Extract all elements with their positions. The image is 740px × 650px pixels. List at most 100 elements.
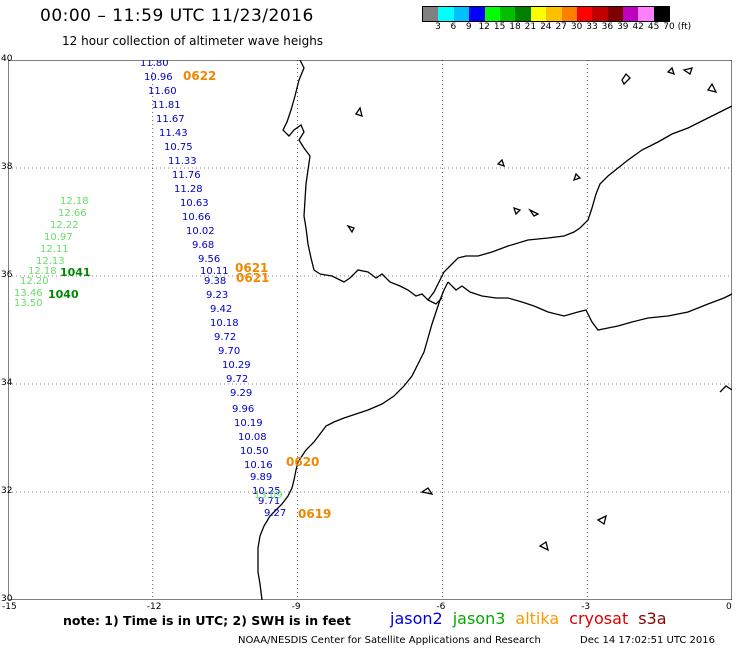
jason2-swh-value: 10.29 xyxy=(222,360,251,371)
jason2-swh-value: 11.33 xyxy=(168,156,197,167)
map-subtitle: 12 hour collection of altimeter wave hei… xyxy=(62,34,324,48)
jason2-swh-value: 9.23 xyxy=(206,290,228,301)
color-scale-labels: 3 6 9 12 15 18 21 24 27 30 33 36 39 42 45 70 (ft) xyxy=(422,22,740,36)
legend-swatch xyxy=(453,7,470,21)
jason2-swh-value: 9.68 xyxy=(192,240,214,251)
legend-swatch xyxy=(638,7,654,21)
jason3-swh-value: 13.46 xyxy=(14,288,43,299)
jason2-swh-value: 11.76 xyxy=(172,170,201,181)
altika-pass-time: 0622 xyxy=(183,69,216,83)
legend-label: 33 xyxy=(586,22,598,32)
latitude-label: 34 xyxy=(1,378,13,388)
legend-swatch xyxy=(515,7,531,21)
legend-swatch xyxy=(484,7,500,21)
jason2-swh-value: 11.43 xyxy=(159,128,188,139)
legend-label: 18 xyxy=(509,22,521,32)
longitude-label: -12 xyxy=(146,602,162,612)
jason2-swh-value: 10.08 xyxy=(238,432,267,443)
coastline xyxy=(257,60,732,600)
legend-swatch xyxy=(499,7,516,21)
jason2-swh-value: 11.28 xyxy=(174,184,203,195)
legend-label: 15 xyxy=(493,22,506,32)
legend-label: (ft) xyxy=(677,22,692,32)
jason2-swh-value: 10.18 xyxy=(210,318,239,329)
altika-pass-time: 0621 xyxy=(235,261,268,275)
legend-swatch xyxy=(423,7,439,21)
jason2-swh-value: 11.60 xyxy=(148,86,177,97)
credit-line: NOAA/NESDIS Center for Satellite Applica… xyxy=(238,635,541,646)
legend-label: 70 xyxy=(663,22,675,32)
map-title: 00:00 – 11:59 UTC 11/23/2016 xyxy=(40,6,314,26)
jason2-swh-value: 9.29 xyxy=(230,388,252,399)
legend-label: 9 xyxy=(465,22,472,32)
legend-swatch xyxy=(546,7,562,21)
satellite-key: jason2 jason3 altika cryosat s3a xyxy=(390,609,677,628)
altika-pass-time: 0620 xyxy=(286,455,319,469)
latitude-label: 30 xyxy=(1,594,13,604)
legend-label: 36 xyxy=(601,22,614,32)
jason2-swh-value: 10.96 xyxy=(144,72,173,83)
jason2-swh-value: 10.75 xyxy=(164,142,193,153)
satellite-key-jason3: jason3 xyxy=(452,609,506,628)
latitude-label: 36 xyxy=(1,270,13,280)
longitude-label: -15 xyxy=(2,602,17,612)
jason2-swh-value: 11.80 xyxy=(140,60,169,69)
generation-timestamp: Dec 14 17:02:51 UTC 2016 xyxy=(580,635,715,646)
legend-swatch xyxy=(607,7,624,21)
legend-label: 24 xyxy=(540,22,552,32)
wave-height-map: 11.80 10.96 11.60 11.81 11.67 11.43 10.75 11.33… xyxy=(8,60,732,600)
jason2-swh-value: 9.27 xyxy=(264,508,286,519)
legend-label: 30 xyxy=(570,22,583,32)
legend-swatch xyxy=(561,7,577,21)
jason3-swh-value: 12.18 xyxy=(60,196,89,207)
legend-label: 42 xyxy=(632,22,644,32)
jason3-swh-value: 12.66 xyxy=(58,208,87,219)
jason2-swh-value: 9.42 xyxy=(210,304,232,315)
legend-label: 45 xyxy=(647,22,660,32)
satellite-key-s3a: s3a xyxy=(638,609,667,628)
legend-swatch xyxy=(438,7,454,21)
jason2-swh-value: 9.72 xyxy=(214,332,236,343)
legend-swatch xyxy=(623,7,639,21)
jason2-swh-value: 9.56 xyxy=(198,254,220,265)
jason2-swh-value: 9.72 xyxy=(226,374,248,385)
latitude-label: 38 xyxy=(1,162,13,172)
jason3-swh-value: 12.22 xyxy=(50,220,79,231)
lat-lon-grid xyxy=(8,60,732,600)
jason2-swh-value: 10.11 xyxy=(200,266,229,277)
jason3-swh-value: 13.09 xyxy=(254,490,283,501)
legend-label: 6 xyxy=(450,22,457,32)
jason2-swh-value: 10.02 xyxy=(186,226,215,237)
longitude-label: 0 xyxy=(726,602,732,612)
jason2-swh-value: 10.25 xyxy=(252,486,281,497)
legend-swatch xyxy=(469,7,485,21)
latitude-label: 32 xyxy=(1,486,13,496)
jason2-swh-value: 10.63 xyxy=(180,198,209,209)
satellite-key-cryosat: cryosat xyxy=(569,609,629,628)
jason3-swh-value: 12.13 xyxy=(36,256,65,267)
jason3-swh-value: 12.11 xyxy=(40,244,69,255)
footnote: note: 1) Time is in UTC; 2) SWH is in fe… xyxy=(63,613,351,628)
satellite-key-jason2: jason2 xyxy=(390,609,443,628)
jason3-pass-time: 1041 xyxy=(60,266,91,279)
legend-swatch xyxy=(653,7,670,21)
latitude-label: 40 xyxy=(1,54,13,64)
longitude-label: -3 xyxy=(581,602,591,612)
satellite-key-altika: altika xyxy=(515,609,560,628)
jason2-swh-value: 9.89 xyxy=(250,472,272,483)
legend-swatch xyxy=(576,7,593,21)
legend-swatch xyxy=(592,7,608,21)
jason2-swh-value: 11.81 xyxy=(152,100,181,111)
jason3-swh-value: 13.50 xyxy=(14,298,43,309)
jason3-swh-value: 10.97 xyxy=(44,232,73,243)
jason2-swh-value: 9.96 xyxy=(232,404,254,415)
color-scale-legend xyxy=(422,6,671,22)
legend-swatch xyxy=(530,7,547,21)
jason3-swh-value: 12.18 xyxy=(28,266,57,277)
jason2-swh-value: 10.19 xyxy=(234,418,263,429)
altika-pass-time: 0621 xyxy=(236,271,269,285)
jason3-swh-value: 12.20 xyxy=(20,276,49,287)
jason2-swh-value: 9.38 xyxy=(204,276,226,287)
jason2-swh-value: 11.67 xyxy=(156,114,185,125)
legend-label: 27 xyxy=(555,22,567,32)
